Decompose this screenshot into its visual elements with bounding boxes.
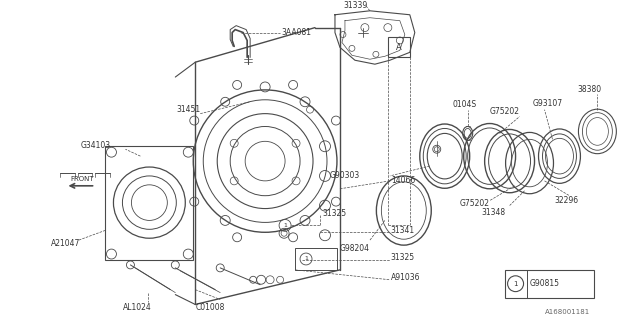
Text: A21047: A21047 — [51, 239, 80, 248]
Text: A: A — [396, 43, 402, 52]
Text: 38380: 38380 — [577, 85, 602, 94]
Bar — [388, 37, 410, 57]
Text: G34103: G34103 — [81, 141, 111, 150]
Text: 31325: 31325 — [322, 209, 346, 218]
Text: G90303: G90303 — [330, 172, 360, 180]
Text: 14066: 14066 — [391, 176, 415, 185]
Text: A168001181: A168001181 — [545, 309, 590, 316]
Text: 1: 1 — [513, 281, 518, 287]
Text: 31339: 31339 — [343, 1, 367, 10]
Text: 31451: 31451 — [176, 105, 200, 114]
Text: 1: 1 — [283, 223, 287, 228]
Text: FRONT: FRONT — [70, 176, 94, 182]
Text: 1: 1 — [304, 257, 308, 261]
Text: G98204: G98204 — [340, 244, 370, 252]
Text: A91036: A91036 — [391, 273, 420, 282]
Text: 32296: 32296 — [554, 196, 579, 205]
Text: G93107: G93107 — [532, 99, 563, 108]
Text: 0104S: 0104S — [452, 100, 477, 109]
Text: 31325: 31325 — [391, 253, 415, 262]
Text: G75202: G75202 — [490, 107, 520, 116]
Text: G75202: G75202 — [460, 199, 490, 208]
Text: 31348: 31348 — [482, 208, 506, 217]
Text: AL1024: AL1024 — [124, 303, 152, 312]
Text: C01008: C01008 — [195, 303, 225, 312]
Text: 3AA081: 3AA081 — [281, 28, 311, 37]
Bar — [106, 146, 193, 260]
Text: G90815: G90815 — [529, 279, 559, 288]
Text: 31341: 31341 — [391, 226, 415, 235]
Bar — [295, 248, 337, 270]
Bar — [504, 270, 595, 298]
